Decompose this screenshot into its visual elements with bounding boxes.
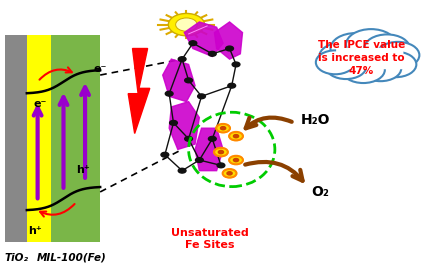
Circle shape xyxy=(376,42,420,68)
Circle shape xyxy=(165,91,173,96)
Circle shape xyxy=(342,57,385,83)
Circle shape xyxy=(364,34,410,62)
Circle shape xyxy=(178,57,186,61)
Circle shape xyxy=(197,94,205,99)
Bar xyxy=(5,35,27,242)
Circle shape xyxy=(229,132,243,140)
Circle shape xyxy=(185,136,193,141)
Circle shape xyxy=(316,50,355,74)
FancyBboxPatch shape xyxy=(333,47,407,71)
Circle shape xyxy=(319,43,364,70)
Circle shape xyxy=(360,56,401,81)
Circle shape xyxy=(208,52,216,56)
Circle shape xyxy=(170,120,178,125)
Polygon shape xyxy=(128,49,150,134)
FancyBboxPatch shape xyxy=(336,48,404,69)
Text: h⁺: h⁺ xyxy=(28,226,42,237)
Text: MIL-100(Fe): MIL-100(Fe) xyxy=(37,253,107,263)
Circle shape xyxy=(208,136,216,141)
Circle shape xyxy=(326,54,366,79)
Polygon shape xyxy=(169,102,199,150)
Circle shape xyxy=(216,124,230,132)
Circle shape xyxy=(227,172,232,175)
Circle shape xyxy=(232,62,240,67)
Circle shape xyxy=(214,148,228,156)
Circle shape xyxy=(375,52,417,77)
Circle shape xyxy=(195,158,203,162)
Circle shape xyxy=(223,169,236,178)
Circle shape xyxy=(176,18,197,31)
Polygon shape xyxy=(184,22,223,57)
Text: h⁺: h⁺ xyxy=(77,165,90,175)
Text: e⁻: e⁻ xyxy=(33,99,47,109)
Polygon shape xyxy=(214,22,242,59)
Circle shape xyxy=(220,127,226,130)
Polygon shape xyxy=(163,59,195,102)
Circle shape xyxy=(233,159,239,162)
Text: The IPCE value
is increased to
47%: The IPCE value is increased to 47% xyxy=(317,40,405,76)
Circle shape xyxy=(185,78,193,83)
Circle shape xyxy=(218,151,223,154)
Circle shape xyxy=(226,46,233,51)
Text: e⁻: e⁻ xyxy=(94,64,107,74)
Text: Unsaturated
Fe Sites: Unsaturated Fe Sites xyxy=(171,228,249,250)
Polygon shape xyxy=(195,128,223,171)
Text: O₂: O₂ xyxy=(311,185,330,199)
Circle shape xyxy=(330,33,381,64)
Circle shape xyxy=(229,156,243,164)
Bar xyxy=(51,35,100,242)
Bar xyxy=(27,35,51,242)
Circle shape xyxy=(346,29,396,60)
Circle shape xyxy=(217,163,225,168)
Circle shape xyxy=(161,152,169,157)
Text: H₂O: H₂O xyxy=(301,113,330,127)
Text: TiO₂: TiO₂ xyxy=(4,253,28,263)
Circle shape xyxy=(228,83,236,88)
Circle shape xyxy=(168,13,204,36)
Circle shape xyxy=(178,168,186,173)
Circle shape xyxy=(233,135,239,138)
Circle shape xyxy=(189,41,197,46)
